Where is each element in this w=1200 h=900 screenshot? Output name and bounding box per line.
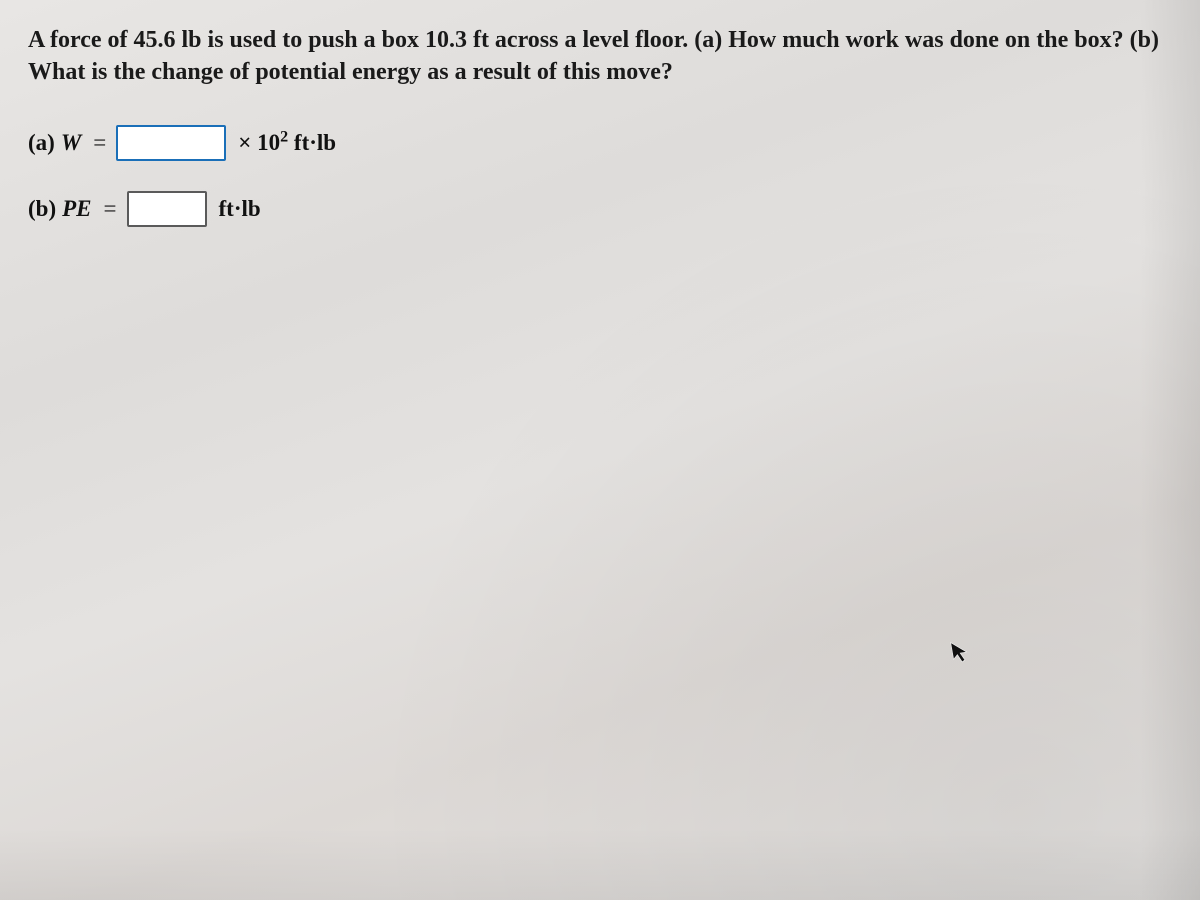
variable-a: W: [61, 130, 81, 156]
unit-a-suffix: ft·lb: [288, 130, 336, 155]
answer-row-a: (a) W = × 102 ft·lb: [28, 125, 1172, 161]
question-text: A force of 45.6 lb is used to push a box…: [28, 24, 1168, 89]
unit-a-prefix: × 10: [238, 130, 280, 155]
part-label-a: (a): [28, 130, 55, 156]
variable-b: PE: [62, 196, 91, 222]
part-label-b: (b): [28, 196, 56, 222]
unit-a-exp: 2: [280, 128, 288, 145]
equals-a: =: [93, 130, 106, 156]
answer-row-b: (b) PE = ft·lb: [28, 191, 1172, 227]
cursor-icon: [950, 639, 973, 672]
equals-b: =: [104, 196, 117, 222]
answer-input-a[interactable]: [116, 125, 226, 161]
unit-b: ft·lb: [219, 196, 261, 222]
unit-a: × 102 ft·lb: [238, 130, 336, 156]
answer-input-b[interactable]: [127, 191, 207, 227]
